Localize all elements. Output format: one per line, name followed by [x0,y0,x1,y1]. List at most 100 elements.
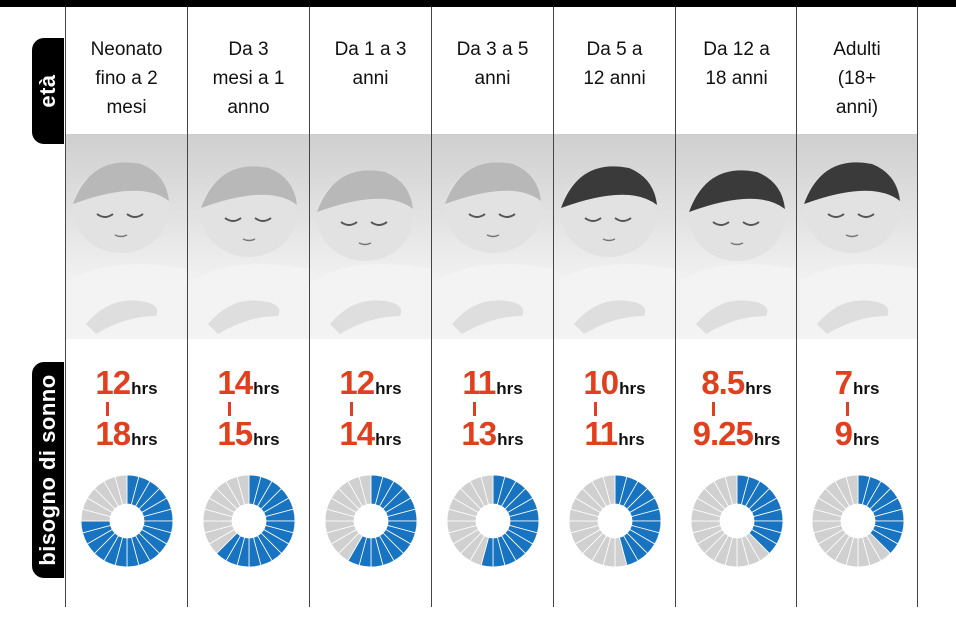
max-hours-value: 14 [339,415,375,452]
min-hours: 8.5hrs [676,364,797,402]
age-column: Da 12 a 18 anni 8.5hrs 9.25hrs [675,7,797,607]
sleeping-person-photo [66,134,187,339]
min-hours-value: 8.5 [701,364,745,401]
sleep-hours-donut [811,474,905,568]
max-hours: 14hrs [310,415,431,453]
range-separator [66,402,187,416]
age-label-line: anni [474,68,511,89]
age-column: Da 3 a 5 anni 11hrs 13hrs [431,7,553,607]
max-hours-unit: hrs [753,430,781,449]
sleeping-person-photo [310,134,431,339]
age-column: Da 3 mesi a 1 anno 14hrs 15hrs [187,7,309,607]
sleep-hours-donut [324,474,418,568]
age-tab-label: età [35,74,60,108]
age-label-line: anno [227,97,270,118]
max-hours: 9.25hrs [676,415,797,453]
age-label-line: anni [352,68,389,89]
age-tab: età [32,38,64,144]
age-label: Da 1 a 3 anni [310,35,431,93]
range-separator [188,402,309,416]
sleeping-person-photo [554,134,675,339]
max-hours-value: 13 [461,415,497,452]
range-separator [797,402,917,416]
max-hours: 18hrs [66,415,187,453]
max-hours-value: 9 [834,415,853,452]
donut-segment-empty [236,474,250,506]
max-hours-unit: hrs [497,430,524,449]
age-label-line: Da 3 a 5 [456,39,529,60]
sleep-hours-donut [202,474,296,568]
age-column: Da 1 a 3 anni 12hrs 14hrs [309,7,431,607]
donut-segment-empty [845,474,859,506]
age-label-line: Adulti [833,39,881,60]
min-hours-value: 11 [462,364,496,401]
max-hours-value: 15 [217,415,253,452]
max-hours-value: 18 [95,415,131,452]
range-separator [310,402,431,416]
range-separator [432,402,553,416]
donut-segment-empty [358,474,372,506]
age-label-line: Da 1 a 3 [334,39,407,60]
sleep-need-tab-label: bisogno di sonno [35,374,60,566]
max-hours-unit: hrs [375,430,402,449]
range-separator [554,402,675,416]
min-hours: 7hrs [797,364,917,402]
sleeping-person-photo [188,134,309,339]
age-column: Adulti (18+ anni) 7hrs 9hrs [796,7,918,607]
donut-segment-empty [114,474,128,506]
min-hours-unit: hrs [131,379,158,398]
age-label-line: 18 anni [705,68,768,89]
min-hours-value: 7 [834,364,853,401]
min-hours: 14hrs [188,364,309,402]
min-hours-unit: hrs [852,379,880,398]
min-hours: 12hrs [66,364,187,402]
max-hours-unit: hrs [852,430,880,449]
sleeping-person-photo [432,134,553,339]
age-label: Da 3 a 5 anni [432,35,553,93]
age-column: Da 5 a 12 anni 10hrs 11hrs [553,7,675,607]
age-label: Da 5 a 12 anni [554,35,675,93]
age-label: Adulti (18+ anni) [797,35,917,122]
sleeping-person-photo [797,134,917,339]
sleep-hours-donut [80,474,174,568]
sleep-hours-donut [568,474,662,568]
min-hours-unit: hrs [375,379,402,398]
sleep-hours-donut [446,474,540,568]
age-label-line: (18+ [837,68,877,89]
min-hours-value: 14 [217,364,253,401]
max-hours: 13hrs [432,415,553,453]
age-label-line: Da 12 a [703,39,770,60]
min-hours-unit: hrs [253,379,280,398]
sleeping-person-photo [676,134,797,339]
min-hours-unit: hrs [619,379,646,398]
max-hours-unit: hrs [253,430,280,449]
age-label-line: fino a 2 [95,68,158,89]
max-hours: 15hrs [188,415,309,453]
age-label-line: anni) [835,97,879,118]
age-label-line: Neonato [90,39,163,60]
age-column: Neonato fino a 2 mesi 12hrs 18hrs [65,7,187,607]
min-hours-value: 12 [95,364,131,401]
age-label: Neonato fino a 2 mesi [66,35,187,122]
donut-segment-empty [602,474,616,506]
age-label-line: mesi [106,97,147,118]
top-bar [0,0,956,7]
age-label-line: Da 5 a [586,39,643,60]
min-hours: 12hrs [310,364,431,402]
donut-segment-empty [724,474,738,506]
max-hours-unit: hrs [131,430,158,449]
max-hours-value: 11 [584,415,618,452]
max-hours-value: 9.25 [692,415,754,452]
donut-segment-empty [480,474,494,506]
min-hours: 11hrs [432,364,553,402]
min-hours: 10hrs [554,364,675,402]
age-label-line: Da 3 [228,39,269,60]
age-label-line: 12 anni [583,68,646,89]
age-label: Da 12 a 18 anni [676,35,797,93]
min-hours-unit: hrs [496,379,523,398]
age-label: Da 3 mesi a 1 anno [188,35,309,122]
sleep-need-tab: bisogno di sonno [32,362,64,578]
sleep-hours-donut [690,474,784,568]
range-separator [676,402,797,416]
age-label-line: mesi a 1 [212,68,285,89]
